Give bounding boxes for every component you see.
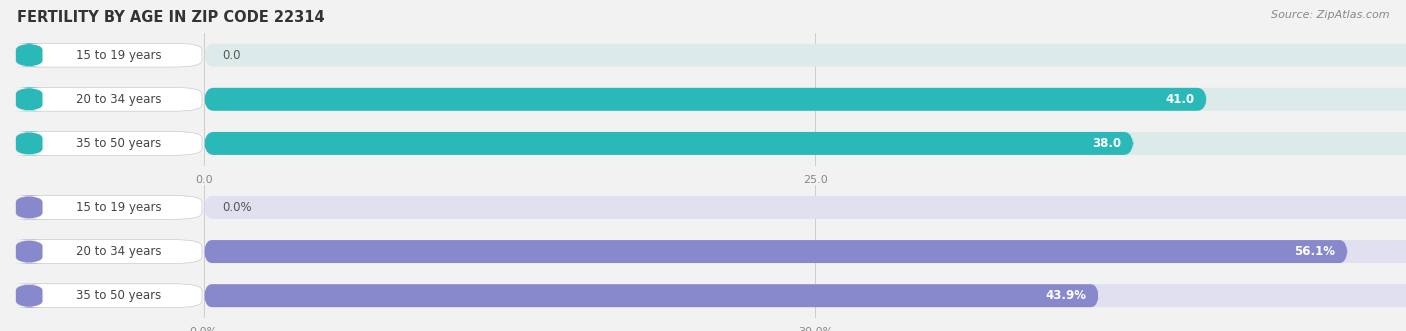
- FancyBboxPatch shape: [204, 88, 1406, 111]
- Text: 15 to 19 years: 15 to 19 years: [76, 201, 162, 214]
- Text: 38.0: 38.0: [1092, 137, 1122, 150]
- FancyBboxPatch shape: [15, 196, 202, 219]
- FancyBboxPatch shape: [15, 131, 202, 155]
- FancyBboxPatch shape: [14, 196, 45, 219]
- FancyBboxPatch shape: [14, 240, 45, 263]
- FancyBboxPatch shape: [14, 131, 45, 155]
- FancyBboxPatch shape: [204, 196, 1406, 219]
- FancyBboxPatch shape: [204, 44, 1406, 67]
- FancyBboxPatch shape: [15, 284, 202, 307]
- FancyBboxPatch shape: [204, 132, 1406, 155]
- Text: 43.9%: 43.9%: [1046, 289, 1087, 302]
- Text: 15 to 19 years: 15 to 19 years: [76, 49, 162, 62]
- FancyBboxPatch shape: [204, 240, 1347, 263]
- Text: 0.0%: 0.0%: [222, 201, 252, 214]
- FancyBboxPatch shape: [204, 240, 1406, 263]
- FancyBboxPatch shape: [15, 240, 202, 263]
- FancyBboxPatch shape: [204, 284, 1406, 307]
- FancyBboxPatch shape: [204, 284, 1099, 307]
- FancyBboxPatch shape: [15, 43, 202, 67]
- Text: 56.1%: 56.1%: [1295, 245, 1336, 258]
- Text: Source: ZipAtlas.com: Source: ZipAtlas.com: [1271, 10, 1389, 20]
- FancyBboxPatch shape: [204, 132, 1133, 155]
- FancyBboxPatch shape: [14, 43, 45, 67]
- Text: 41.0: 41.0: [1166, 93, 1195, 106]
- Text: 0.0: 0.0: [222, 49, 240, 62]
- FancyBboxPatch shape: [15, 87, 202, 111]
- Text: 20 to 34 years: 20 to 34 years: [76, 245, 162, 258]
- Text: 20 to 34 years: 20 to 34 years: [76, 93, 162, 106]
- FancyBboxPatch shape: [14, 284, 45, 307]
- FancyBboxPatch shape: [204, 88, 1206, 111]
- Text: FERTILITY BY AGE IN ZIP CODE 22314: FERTILITY BY AGE IN ZIP CODE 22314: [17, 10, 325, 25]
- FancyBboxPatch shape: [14, 87, 45, 111]
- Text: 35 to 50 years: 35 to 50 years: [76, 137, 162, 150]
- Text: 35 to 50 years: 35 to 50 years: [76, 289, 162, 302]
